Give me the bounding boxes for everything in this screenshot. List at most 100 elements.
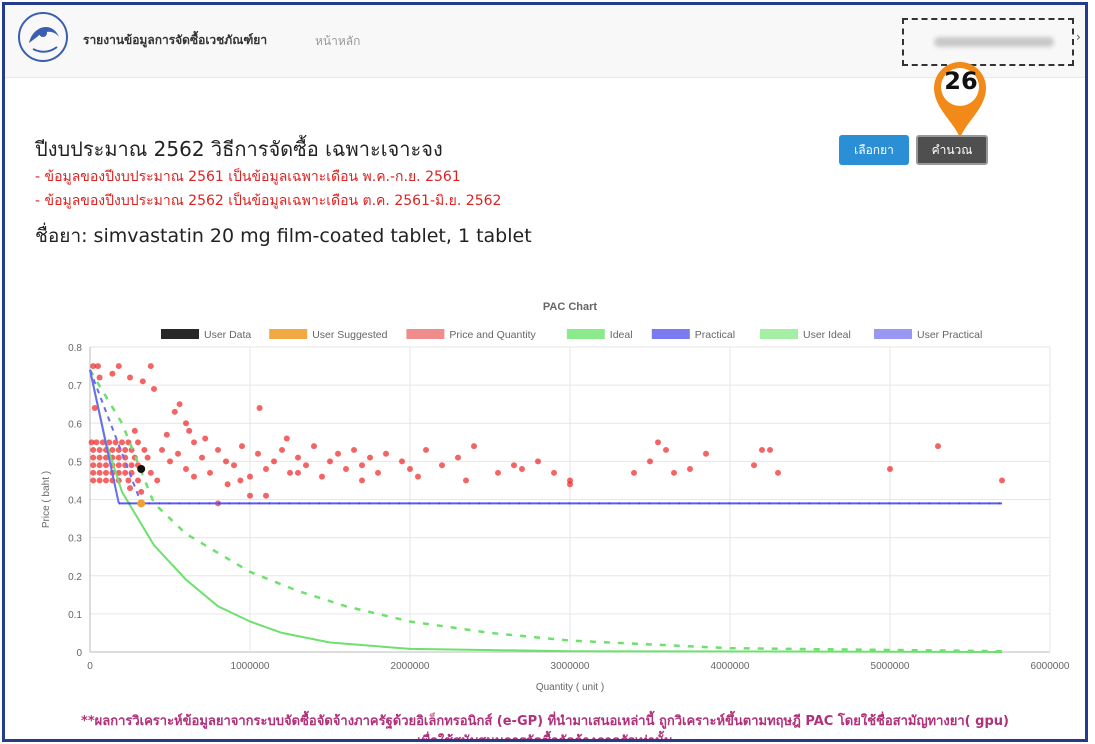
price-quantity-point bbox=[147, 363, 154, 370]
user-ideal-curve bbox=[88, 369, 1003, 653]
price-quantity-point bbox=[455, 454, 461, 461]
blurred-username bbox=[934, 37, 1054, 47]
price-quantity-point bbox=[423, 446, 429, 453]
price-quantity-point bbox=[415, 473, 421, 480]
price-quantity-point bbox=[191, 439, 197, 446]
price-quantity-point bbox=[399, 458, 405, 465]
price-quantity-point bbox=[263, 492, 269, 499]
x-tick-label: 5000000 bbox=[871, 661, 910, 672]
step-marker-pin-icon bbox=[934, 62, 986, 138]
legend-swatch-2 bbox=[406, 329, 445, 339]
price-quantity-point bbox=[88, 439, 95, 446]
price-quantity-point bbox=[186, 427, 193, 434]
price-quantity-point bbox=[109, 446, 116, 453]
y-tick-label: 0.3 bbox=[68, 534, 82, 545]
price-quantity-point bbox=[103, 477, 109, 484]
price-quantity-point bbox=[271, 458, 277, 465]
price-quantity-point bbox=[519, 466, 525, 472]
price-quantity-point bbox=[687, 466, 693, 472]
legend-label-1: User Suggested bbox=[312, 329, 387, 341]
price-quantity-point bbox=[90, 454, 97, 461]
price-quantity-point bbox=[359, 477, 365, 484]
price-quantity-point bbox=[319, 473, 325, 480]
price-quantity-point bbox=[112, 439, 119, 446]
price-quantity-point bbox=[631, 469, 637, 476]
department-logo-icon[interactable] bbox=[15, 9, 75, 69]
price-quantity-point bbox=[90, 363, 97, 370]
price-quantity-point bbox=[207, 469, 213, 476]
price-quantity-point bbox=[90, 477, 97, 484]
price-quantity-point bbox=[327, 458, 333, 465]
x-tick-label: 3000000 bbox=[551, 661, 590, 672]
price-quantity-point bbox=[131, 427, 138, 434]
x-tick-label: 1000000 bbox=[231, 661, 270, 672]
price-quantity-point bbox=[647, 458, 653, 465]
price-quantity-point bbox=[295, 469, 301, 476]
price-quantity-point bbox=[767, 446, 773, 453]
y-tick-label: 0 bbox=[76, 648, 82, 659]
price-quantity-point bbox=[91, 405, 98, 411]
select-drug-button[interactable]: เลือกยา bbox=[839, 135, 909, 165]
price-quantity-point bbox=[141, 446, 148, 453]
price-quantity-point bbox=[96, 477, 103, 484]
price-quantity-point bbox=[463, 477, 469, 484]
price-quantity-point bbox=[144, 454, 151, 461]
user-menu[interactable] bbox=[902, 18, 1074, 66]
price-quantity-point bbox=[96, 469, 103, 476]
calculate-button[interactable]: คำนวณ bbox=[916, 135, 988, 165]
price-quantity-point bbox=[223, 458, 229, 465]
x-axis-label: Quantity ( unit ) bbox=[536, 682, 604, 693]
user-suggested-point bbox=[137, 499, 146, 508]
price-quantity-point bbox=[154, 477, 161, 484]
price-quantity-point bbox=[759, 446, 765, 453]
price-quantity-point bbox=[96, 454, 103, 461]
y-tick-label: 0.4 bbox=[68, 496, 82, 507]
footer-line-1: **ผลการวิเคราะห์ข้อมูลยาจากระบบจัดซื้อจั… bbox=[81, 714, 1009, 729]
practical-drop-line bbox=[89, 369, 120, 504]
price-quantity-point bbox=[224, 481, 231, 488]
price-quantity-point bbox=[127, 374, 133, 381]
price-quantity-point bbox=[95, 363, 101, 370]
price-quantity-point bbox=[439, 462, 445, 469]
price-quantity-point bbox=[367, 454, 373, 461]
price-quantity-point bbox=[202, 435, 209, 442]
nav-home-link[interactable]: หน้าหลัก bbox=[315, 34, 361, 48]
price-quantity-point bbox=[935, 443, 941, 450]
price-quantity-point bbox=[90, 462, 97, 469]
legend-label-4: Practical bbox=[695, 329, 735, 341]
price-quantity-point bbox=[999, 477, 1005, 484]
price-quantity-point bbox=[103, 469, 109, 476]
legend-label-5: User Ideal bbox=[803, 329, 851, 341]
price-quantity-point bbox=[351, 446, 357, 453]
price-quantity-point bbox=[303, 462, 309, 469]
page-title: ปีงบประมาณ 2562 วิธีการจัดซื้อ เฉพาะเจาะ… bbox=[35, 137, 443, 161]
user-menu-caret-icon[interactable]: › bbox=[1076, 30, 1081, 44]
price-quantity-point bbox=[407, 466, 413, 472]
price-quantity-point bbox=[191, 473, 197, 480]
legend-label-0: User Data bbox=[204, 329, 251, 341]
price-quantity-point bbox=[167, 458, 173, 465]
price-quantity-point bbox=[535, 458, 541, 465]
brand-title[interactable]: รายงานข้อมูลการจัดซื้อเวชภัณฑ์ยา bbox=[83, 33, 268, 47]
price-quantity-point bbox=[343, 466, 349, 472]
price-quantity-point bbox=[115, 462, 122, 469]
price-quantity-point bbox=[495, 469, 501, 476]
price-quantity-point bbox=[703, 450, 709, 457]
price-quantity-point bbox=[311, 443, 317, 450]
price-quantity-point bbox=[125, 477, 132, 484]
price-quantity-point bbox=[655, 439, 661, 446]
chart-title: PAC Chart bbox=[543, 301, 598, 313]
price-quantity-point bbox=[147, 469, 154, 476]
price-quantity-point bbox=[283, 435, 290, 442]
legend-swatch-1 bbox=[269, 329, 308, 339]
price-quantity-point bbox=[511, 462, 517, 469]
y-tick-label: 0.6 bbox=[68, 419, 82, 430]
price-quantity-point bbox=[183, 420, 189, 427]
step-number: 26 bbox=[944, 67, 978, 95]
price-quantity-point bbox=[106, 439, 113, 446]
x-tick-label: 0 bbox=[87, 661, 93, 672]
price-quantity-point bbox=[93, 439, 100, 446]
price-quantity-point bbox=[119, 439, 125, 446]
price-quantity-point bbox=[103, 454, 109, 461]
price-quantity-point bbox=[256, 405, 263, 411]
